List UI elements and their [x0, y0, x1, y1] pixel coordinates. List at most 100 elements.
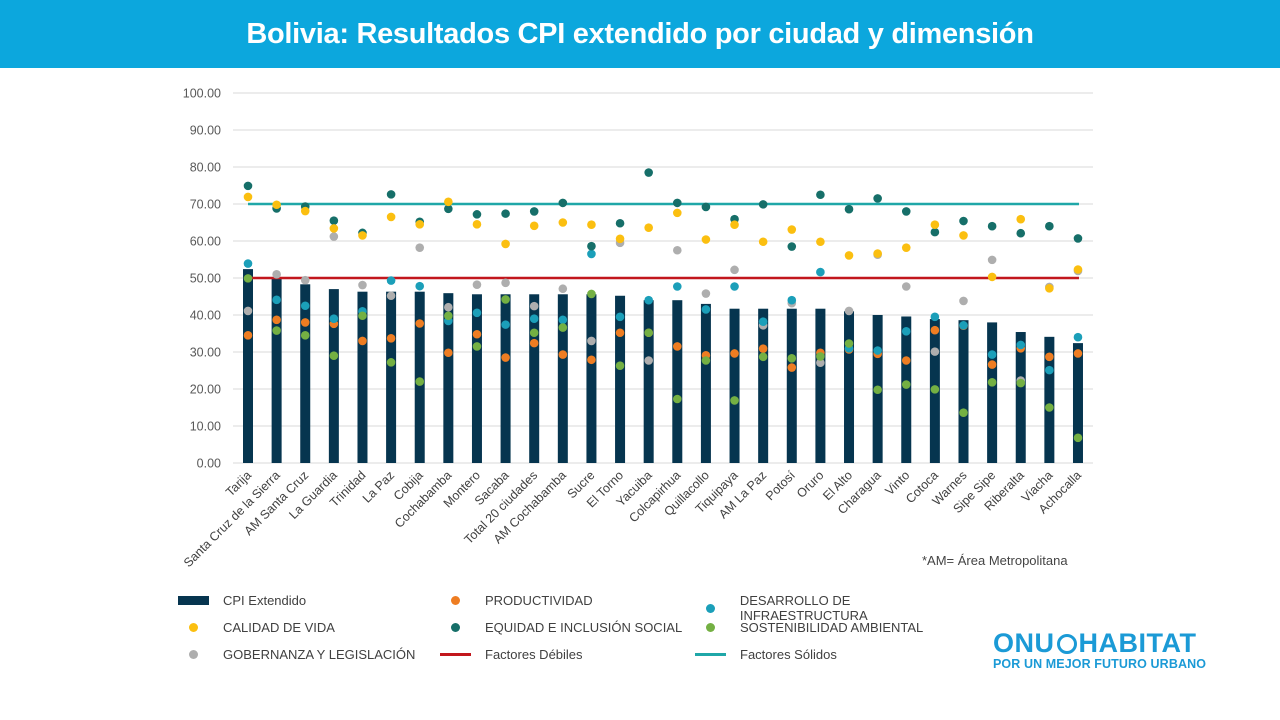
dot-desarrollo-de-infraestructura — [501, 320, 510, 329]
x-tick-label: La Paz — [360, 468, 397, 505]
dot-productividad — [615, 328, 625, 338]
dot-calidad-de-vida — [644, 223, 653, 232]
dot-desarrollo-de-infraestructura — [787, 295, 797, 305]
dot-equidad-e-inclusi-n-social — [386, 190, 396, 199]
legend-bar-swatch — [178, 596, 209, 605]
chart: 0.00 10.00 20.00 30.00 40.00 50.00 60.00 70.00 8… — [181, 87, 1093, 570]
legend-label: CALIDAD DE VIDA — [223, 620, 335, 635]
dot-gobernanza-y-legislaci-n — [472, 280, 482, 289]
y-tick-label: 30.00 — [190, 346, 221, 360]
y-tick-label: 0.00 — [197, 457, 221, 471]
bar-cpi-extendido — [844, 311, 855, 463]
dot-gobernanza-y-legislaci-n — [730, 265, 739, 275]
dot-equidad-e-inclusi-n-social — [501, 209, 510, 218]
dot-equidad-e-inclusi-n-social — [529, 207, 539, 216]
dot-equidad-e-inclusi-n-social — [930, 227, 940, 237]
legend-item: CALIDAD DE VIDA — [178, 620, 335, 635]
dot-equidad-e-inclusi-n-social — [901, 207, 911, 216]
dot-calidad-de-vida — [415, 220, 425, 229]
bar-cpi-extendido — [271, 278, 282, 463]
dot-productividad — [529, 338, 539, 348]
bar-cpi-extendido — [672, 300, 683, 463]
dot-productividad — [501, 353, 510, 362]
y-tick-label: 50.00 — [190, 272, 221, 286]
bar-cpi-extendido — [615, 295, 626, 463]
bar-cpi-extendido — [987, 322, 998, 463]
bar-cpi-extendido — [643, 300, 654, 463]
y-tick-label: 60.00 — [190, 235, 221, 249]
y-tick-label: 40.00 — [190, 309, 221, 323]
dot-equidad-e-inclusi-n-social — [558, 198, 568, 208]
dot-productividad — [787, 363, 797, 372]
y-tick-label: 80.00 — [190, 161, 221, 175]
dot-sostenibilidad-ambiental — [243, 274, 253, 283]
dot-productividad — [558, 350, 568, 359]
bar-cpi-extendido — [786, 308, 797, 463]
onu-habitat-logo: ONU HABITAT POR UN MEJOR FUTURO URBANO — [993, 628, 1206, 671]
dot-equidad-e-inclusi-n-social — [1073, 234, 1083, 243]
legend-dot-swatch — [706, 603, 715, 613]
dot-calidad-de-vida — [730, 220, 739, 230]
legend-line-swatch — [440, 653, 471, 656]
dot-sostenibilidad-ambiental — [673, 394, 682, 404]
dot-productividad — [930, 325, 940, 335]
dot-desarrollo-de-infraestructura — [816, 267, 825, 277]
dot-sostenibilidad-ambiental — [901, 380, 911, 389]
dot-desarrollo-de-infraestructura — [329, 314, 339, 324]
dot-productividad — [987, 360, 997, 369]
dot-calidad-de-vida — [987, 272, 997, 282]
y-tick-label: 10.00 — [190, 420, 221, 434]
bar-cpi-extendido — [557, 294, 568, 463]
bar-cpi-extendido — [1044, 336, 1055, 463]
logo-text-left: ONU — [993, 628, 1055, 658]
dot-calidad-de-vida — [1073, 265, 1083, 274]
dot-calidad-de-vida — [472, 220, 482, 229]
dot-gobernanza-y-legislaci-n — [444, 302, 453, 312]
dot-calidad-de-vida — [358, 231, 367, 240]
dot-gobernanza-y-legislaci-n — [587, 336, 596, 346]
dot-gobernanza-y-legislaci-n — [415, 243, 425, 252]
dot-sostenibilidad-ambiental — [300, 331, 310, 340]
dot-equidad-e-inclusi-n-social — [243, 181, 253, 191]
bar-cpi-extendido — [1072, 343, 1083, 463]
dot-sostenibilidad-ambiental — [644, 328, 653, 338]
dot-sostenibilidad-ambiental — [987, 378, 997, 387]
dot-sostenibilidad-ambiental — [930, 385, 940, 394]
dot-calidad-de-vida — [529, 221, 539, 231]
bar-cpi-extendido — [700, 303, 711, 463]
dot-sostenibilidad-ambiental — [272, 326, 281, 335]
dot-equidad-e-inclusi-n-social — [673, 198, 682, 208]
dot-sostenibilidad-ambiental — [758, 352, 768, 362]
dot-calidad-de-vida — [615, 234, 625, 244]
dot-desarrollo-de-infraestructura — [873, 346, 882, 355]
dot-desarrollo-de-infraestructura — [701, 305, 711, 314]
dot-sostenibilidad-ambiental — [358, 311, 367, 321]
dot-gobernanza-y-legislaci-n — [501, 278, 510, 288]
dot-calidad-de-vida — [386, 212, 396, 222]
legend-label: PRODUCTIVIDAD — [485, 593, 593, 608]
y-tick-label: 90.00 — [190, 124, 221, 138]
dot-sostenibilidad-ambiental — [444, 311, 453, 321]
bar-cpi-extendido — [729, 308, 740, 463]
dot-equidad-e-inclusi-n-social — [816, 190, 825, 200]
legend-label: CPI Extendido — [223, 593, 307, 608]
dot-desarrollo-de-infraestructura — [415, 281, 425, 291]
dot-productividad — [444, 348, 453, 358]
dot-productividad — [386, 334, 396, 343]
dot-productividad — [243, 331, 253, 340]
bar-cpi-extendido — [243, 269, 253, 463]
dot-equidad-e-inclusi-n-social — [844, 204, 854, 214]
dot-desarrollo-de-infraestructura — [1016, 340, 1026, 350]
legend-dot-swatch — [451, 623, 460, 632]
dot-equidad-e-inclusi-n-social — [644, 168, 653, 177]
legend: CPI Extendido PRODUCTIVIDAD DESARROLLO DE … — [178, 593, 978, 673]
dot-productividad — [1045, 352, 1054, 362]
legend-line-swatch — [695, 653, 726, 656]
dot-equidad-e-inclusi-n-social — [873, 194, 882, 203]
dot-equidad-e-inclusi-n-social — [959, 216, 968, 226]
legend-item: PRODUCTIVIDAD — [440, 593, 593, 608]
bar-cpi-extendido — [300, 284, 311, 463]
dot-desarrollo-de-infraestructura — [1073, 332, 1083, 342]
dot-gobernanza-y-legislaci-n — [930, 347, 940, 356]
dot-calidad-de-vida — [587, 220, 596, 230]
